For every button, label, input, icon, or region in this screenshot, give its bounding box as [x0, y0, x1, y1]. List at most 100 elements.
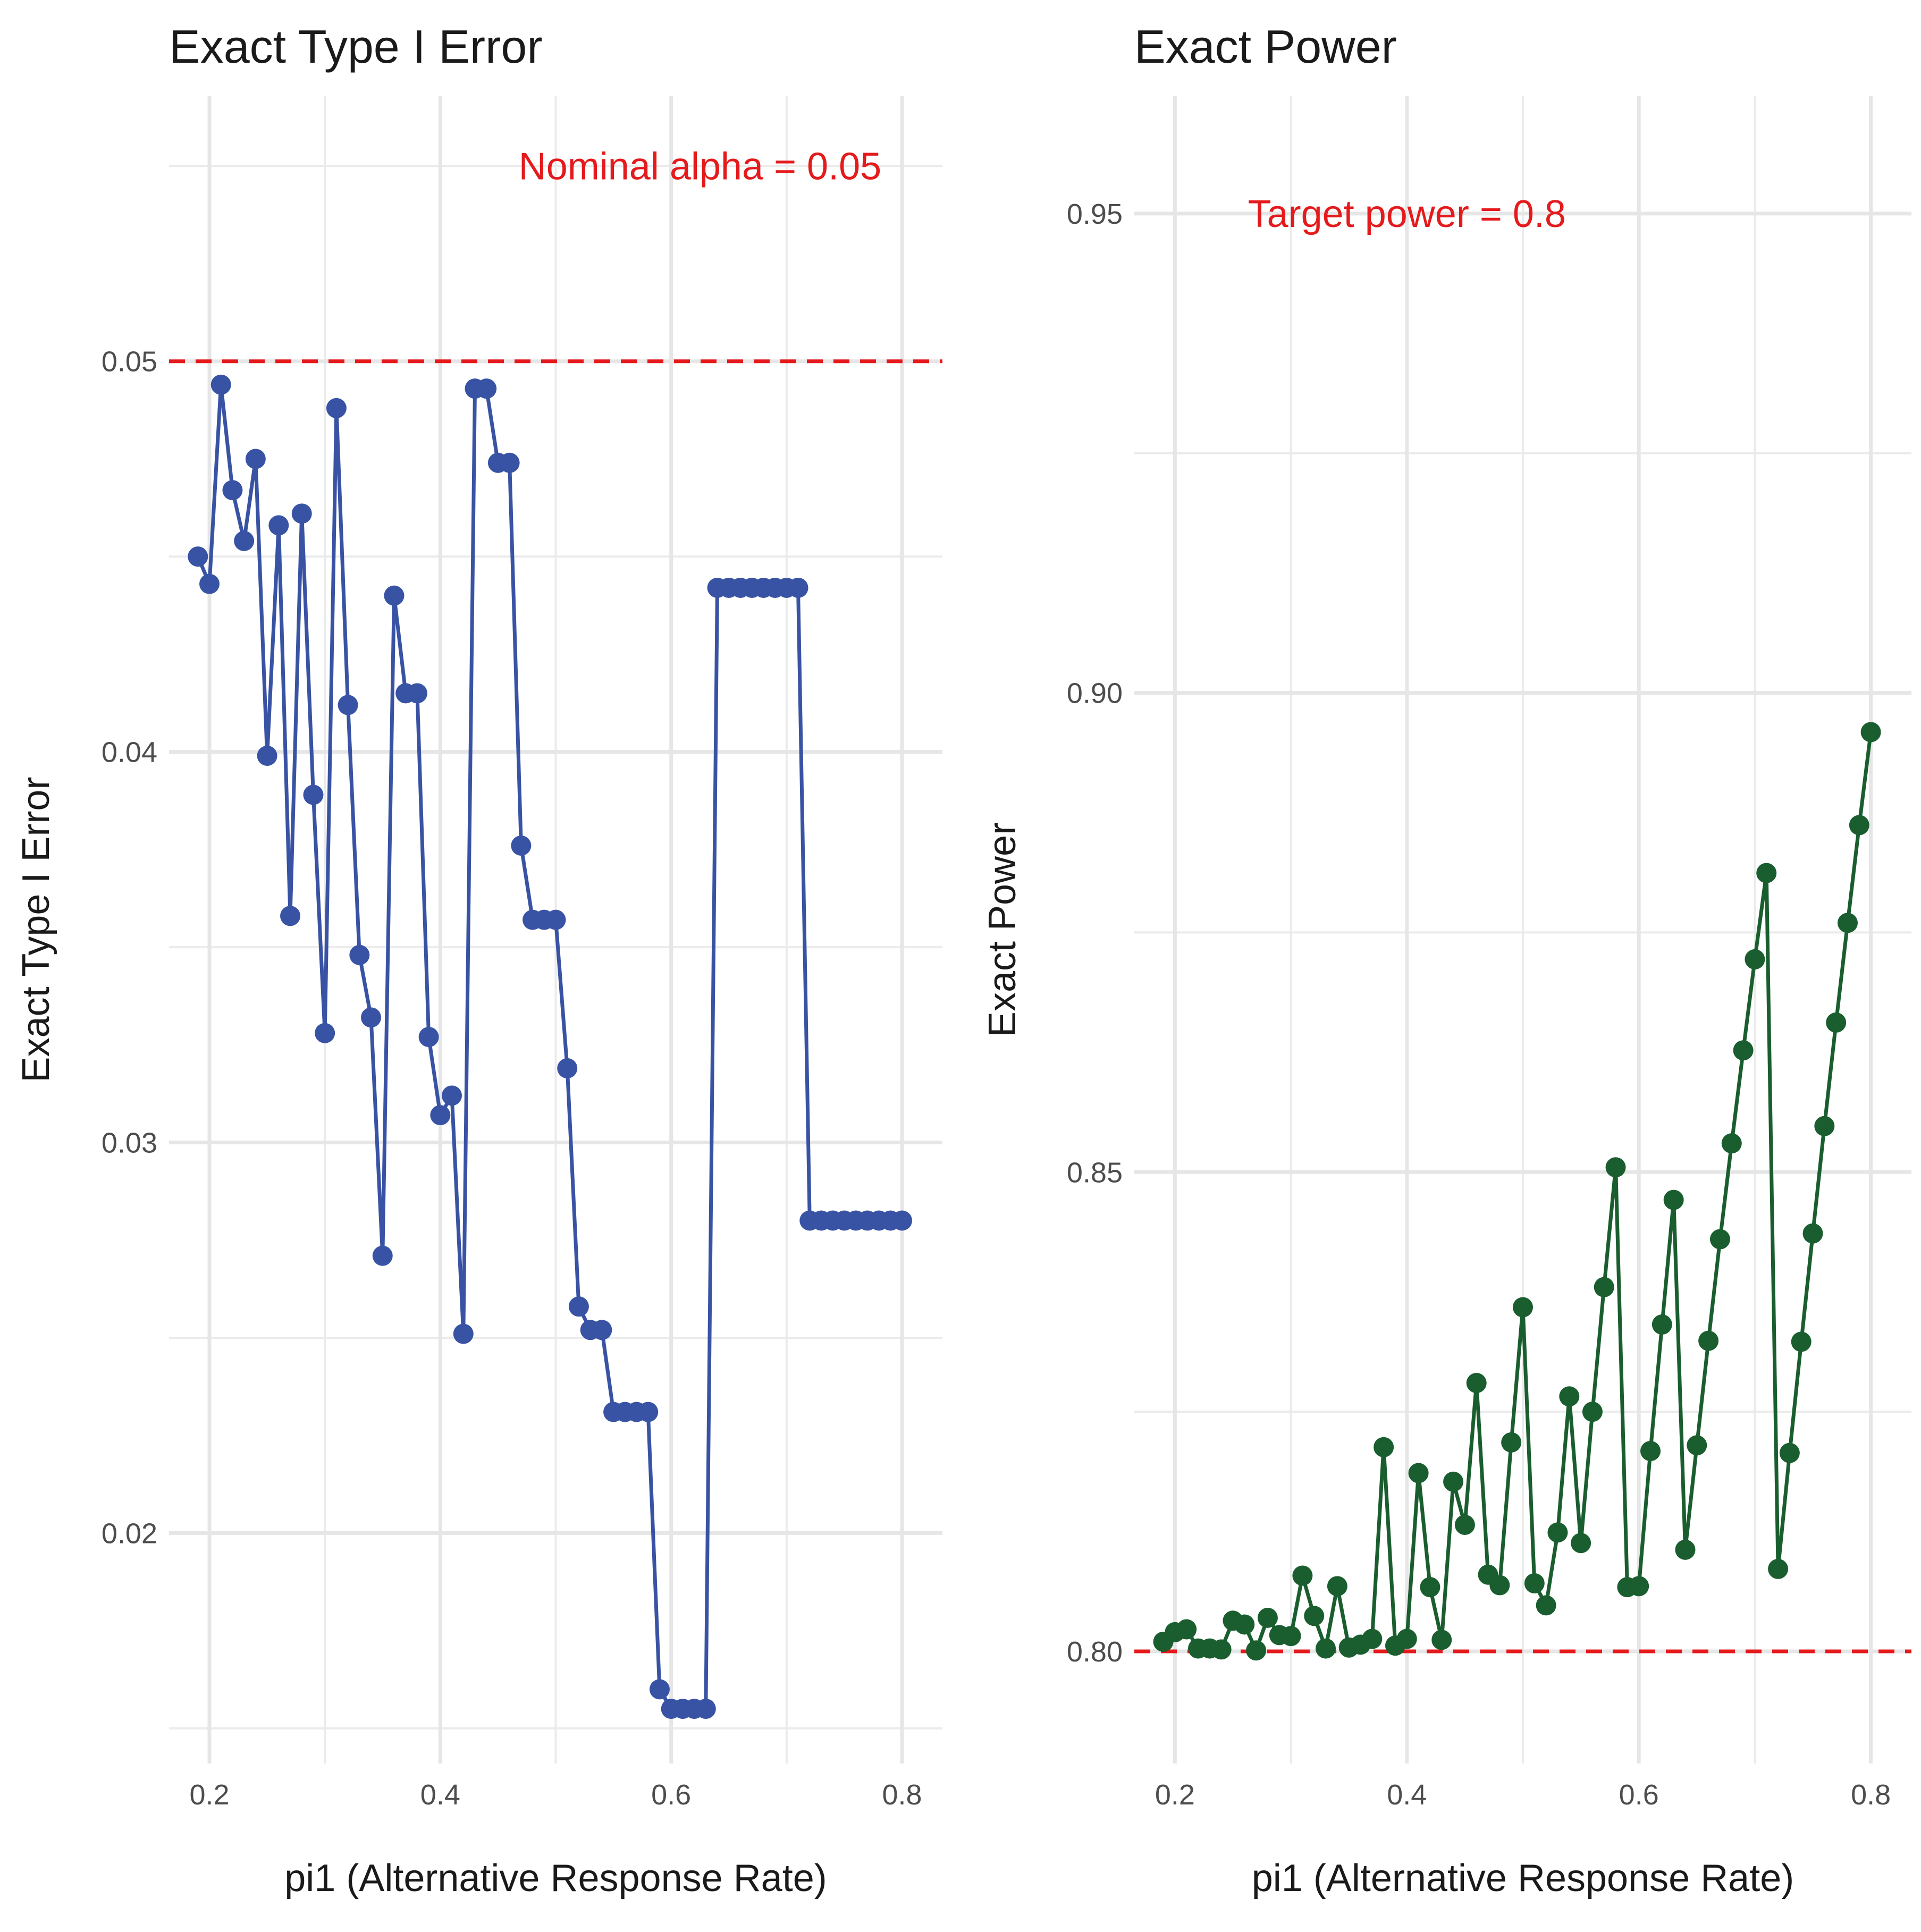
t1-x-tick-label-1: 0.4 [420, 1779, 460, 1811]
pw-data-point-57 [1814, 1116, 1835, 1136]
pw-data-point-50 [1733, 1040, 1754, 1061]
t1-data-point-44 [695, 1699, 716, 1719]
pw-data-point-59 [1837, 913, 1858, 933]
t1-data-point-32 [557, 1058, 578, 1078]
t1-x-tick-label-0: 0.2 [189, 1779, 229, 1811]
pw-data-point-49 [1721, 1133, 1742, 1154]
t1-data-point-31 [545, 909, 566, 930]
t1-data-point-27 [499, 452, 520, 473]
t1-data-point-16 [372, 1245, 393, 1266]
pw-y-tick-label-2: 0.90 [1067, 678, 1123, 710]
t1-y-tick-label-0: 0.02 [102, 1517, 157, 1549]
pw-data-point-47 [1698, 1330, 1719, 1351]
t1-data-point-52 [788, 577, 808, 598]
pw-data-point-23 [1420, 1577, 1440, 1598]
pw-data-point-21 [1396, 1629, 1417, 1649]
pw-data-point-30 [1501, 1432, 1522, 1453]
pw-data-point-15 [1327, 1576, 1347, 1597]
pw-y-axis-label: Exact Power [981, 822, 1024, 1037]
pw-data-point-42 [1640, 1441, 1661, 1462]
t1-data-point-5 [245, 449, 266, 469]
pw-data-point-19 [1374, 1437, 1394, 1457]
t1-y-axis-label: Exact Type I Error [15, 777, 57, 1083]
pw-data-point-12 [1292, 1565, 1313, 1586]
pw-data-point-48 [1709, 1229, 1730, 1250]
pw-data-point-8 [1246, 1640, 1267, 1661]
t1-chart-title: Exact Type I Error [169, 20, 543, 73]
pw-data-point-7 [1234, 1614, 1255, 1635]
t1-data-point-25 [476, 378, 497, 399]
pw-data-point-38 [1594, 1277, 1614, 1297]
power-panel: 0.80 0.85 0.90 0.95 0.2 0.4 0.6 0.8 Target power… [981, 20, 1911, 1900]
t1-data-point-33 [568, 1296, 589, 1317]
pw-x-tick-label-2: 0.6 [1619, 1779, 1659, 1811]
pw-data-point-27 [1466, 1373, 1487, 1394]
pw-data-point-52 [1756, 863, 1777, 883]
pw-data-point-55 [1791, 1331, 1812, 1352]
t1-data-point-2 [210, 374, 231, 395]
t1-data-point-6 [257, 745, 277, 766]
pw-data-point-43 [1652, 1314, 1672, 1335]
t1-data-point-61 [891, 1210, 912, 1231]
t1-data-point-21 [430, 1105, 451, 1126]
t1-data-point-8 [280, 906, 301, 926]
pw-data-point-37 [1582, 1402, 1603, 1422]
pw-x-tick-label-0: 0.2 [1155, 1779, 1195, 1811]
t1-data-point-15 [361, 1007, 382, 1028]
t1-data-point-19 [407, 683, 427, 704]
t1-annotation: Nominal alpha = 0.05 [519, 145, 881, 188]
t1-data-point-13 [338, 695, 358, 715]
t1-data-point-11 [315, 1023, 335, 1043]
pw-data-point-60 [1849, 815, 1869, 836]
pw-x-tick-label-1: 0.4 [1387, 1779, 1427, 1811]
t1-data-point-39 [638, 1402, 659, 1422]
pw-data-point-39 [1605, 1157, 1626, 1178]
pw-data-point-31 [1513, 1297, 1533, 1318]
pw-data-point-14 [1316, 1638, 1336, 1659]
t1-data-point-4 [234, 530, 255, 551]
pw-data-point-58 [1826, 1012, 1847, 1033]
t1-y-tick-label-3: 0.05 [102, 346, 157, 378]
pw-data-point-44 [1663, 1189, 1684, 1210]
pw-data-point-11 [1280, 1626, 1301, 1647]
pw-data-point-9 [1257, 1607, 1278, 1628]
pw-data-point-32 [1524, 1573, 1545, 1593]
pw-data-point-2 [1176, 1619, 1197, 1640]
pw-annotation: Target power = 0.8 [1248, 193, 1566, 235]
pw-data-point-5 [1211, 1639, 1232, 1660]
t1-data-point-14 [349, 944, 370, 965]
t1-x-axis-label: pi1 (Alternative Response Rate) [284, 1857, 827, 1900]
pw-data-point-18 [1362, 1629, 1383, 1649]
pw-y-tick-label-0: 0.80 [1067, 1636, 1123, 1668]
pw-x-tick-label-3: 0.8 [1851, 1779, 1891, 1811]
pw-x-axis-label: pi1 (Alternative Response Rate) [1252, 1857, 1794, 1900]
t1-data-point-12 [326, 398, 347, 418]
t1-data-point-10 [303, 784, 324, 805]
t1-y-tick-label-1: 0.03 [102, 1127, 157, 1159]
t1-data-point-7 [268, 515, 289, 536]
pw-data-point-25 [1443, 1471, 1464, 1492]
t1-data-point-35 [592, 1320, 612, 1340]
t1-data-point-22 [442, 1085, 462, 1106]
pw-chart-title: Exact Power [1134, 20, 1397, 73]
t1-x-tick-label-3: 0.8 [882, 1779, 922, 1811]
t1-data-point-28 [511, 835, 532, 856]
type-one-error-panel: 0.02 0.03 0.04 0.05 0.2 0.4 0.6 0.8 Nominal alph… [15, 20, 942, 1900]
pw-data-point-35 [1559, 1386, 1580, 1407]
t1-x-tick-label-2: 0.6 [651, 1779, 691, 1811]
t1-data-point-9 [291, 503, 312, 524]
t1-data-point-40 [649, 1679, 670, 1700]
t1-y-tick-label-2: 0.04 [102, 737, 157, 769]
pw-data-point-45 [1675, 1539, 1696, 1560]
pw-data-point-54 [1779, 1442, 1800, 1463]
pw-data-point-29 [1489, 1575, 1510, 1596]
t1-data-point-3 [222, 480, 243, 501]
pw-data-point-34 [1547, 1522, 1568, 1543]
pw-data-point-61 [1860, 722, 1881, 743]
pw-y-tick-label-3: 0.95 [1067, 198, 1123, 230]
pw-data-point-41 [1629, 1576, 1649, 1597]
pw-data-point-24 [1431, 1630, 1452, 1650]
pw-data-point-46 [1687, 1435, 1707, 1456]
pw-data-point-53 [1768, 1558, 1789, 1579]
